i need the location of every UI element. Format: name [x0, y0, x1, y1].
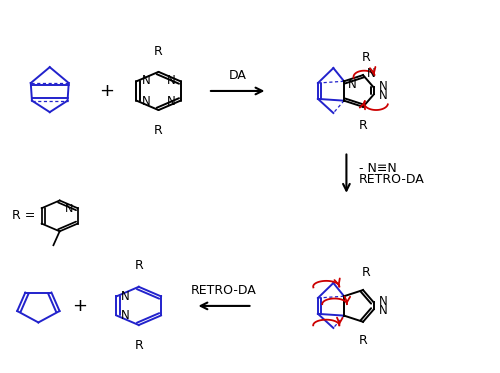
Text: N: N — [142, 95, 150, 108]
Text: RETRO-DA: RETRO-DA — [359, 173, 424, 186]
Text: N: N — [142, 74, 150, 87]
Text: N: N — [166, 74, 175, 87]
Text: R: R — [362, 266, 371, 279]
Text: R: R — [358, 119, 368, 132]
Text: R: R — [362, 51, 371, 64]
Text: N: N — [367, 67, 376, 80]
Text: N: N — [166, 95, 175, 108]
Text: R: R — [358, 334, 368, 347]
Text: R =: R = — [12, 209, 35, 222]
Text: N: N — [378, 304, 388, 317]
Text: N: N — [120, 309, 130, 322]
Text: +: + — [99, 82, 114, 100]
Text: - N≡N: - N≡N — [359, 162, 397, 175]
Text: R: R — [134, 260, 143, 273]
Text: N: N — [120, 290, 130, 303]
Text: N: N — [378, 89, 388, 102]
Text: N: N — [378, 295, 388, 308]
Text: RETRO-DA: RETRO-DA — [191, 285, 256, 298]
Text: N: N — [348, 78, 357, 91]
Text: DA: DA — [228, 69, 246, 82]
Text: N: N — [378, 80, 388, 93]
Text: R: R — [154, 44, 163, 57]
Text: N: N — [65, 204, 74, 214]
Text: R: R — [154, 125, 163, 137]
Text: R: R — [134, 339, 143, 352]
Text: +: + — [72, 297, 87, 315]
